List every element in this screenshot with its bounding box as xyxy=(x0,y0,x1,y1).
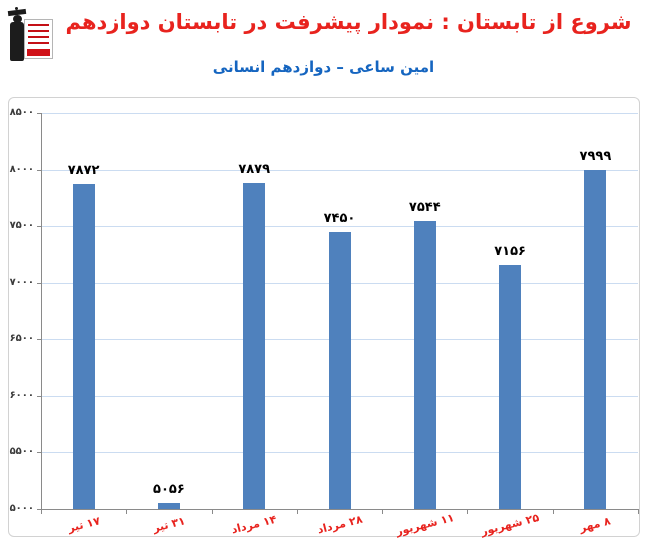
y-axis-tick xyxy=(37,339,41,341)
graduate-body-icon xyxy=(10,22,24,61)
page-subtitle: امین ساعی – دوازدهم انسانی xyxy=(212,58,435,76)
y-axis-tick xyxy=(37,282,41,284)
y-axis-label: ۵۰۰۰ xyxy=(9,503,34,514)
graduate-cap-button-icon xyxy=(15,7,18,10)
y-axis-tick xyxy=(37,509,41,510)
bar-value-label: ۷۴۵۰ xyxy=(323,210,356,226)
x-axis-tick xyxy=(211,509,213,514)
gridline xyxy=(41,226,638,228)
y-axis-tick xyxy=(37,452,41,454)
bar xyxy=(328,231,351,509)
bar-value-label: ۷۹۹۹ xyxy=(579,148,612,164)
x-axis-tick xyxy=(467,509,469,514)
x-axis-tick xyxy=(552,509,554,514)
gridline xyxy=(41,169,638,171)
x-axis-tick xyxy=(638,509,639,514)
x-axis-tick xyxy=(382,509,384,514)
y-axis-label: ۷۰۰۰ xyxy=(9,276,34,288)
y-axis-label: ۸۵۰۰ xyxy=(9,107,34,118)
bar-value-label: ۵۰۵۶ xyxy=(153,481,185,497)
logo-card xyxy=(24,19,53,59)
bar xyxy=(243,183,266,509)
x-axis-tick xyxy=(41,509,42,514)
chart-frame: ۸۵۰۰ ۸۰۰۰ ۷۵۰۰ ۷۰۰۰ ۶۵۰۰ ۶۰۰۰ ۵۵۰۰ ۵۰۰۰ ۷۸۷۲ ۱۷ ت… xyxy=(8,97,640,538)
x-axis-label: ۲۵ شهریور xyxy=(479,510,541,539)
bar xyxy=(499,265,522,509)
bar-value-label: ۷۱۵۶ xyxy=(494,244,526,260)
bar-value-label: ۷۸۷۹ xyxy=(238,162,271,178)
gridline xyxy=(41,509,638,510)
y-axis-tick xyxy=(37,169,41,171)
logo-text-lines xyxy=(28,24,49,44)
y-axis-tick xyxy=(37,113,41,114)
plot-area: ۸۵۰۰ ۸۰۰۰ ۷۵۰۰ ۷۰۰۰ ۶۵۰۰ ۶۰۰۰ ۵۵۰۰ ۵۰۰۰ ۷۸۷۲ ۱۷ ت… xyxy=(9,98,639,538)
logo xyxy=(7,6,53,64)
y-axis-label: ۷۵۰۰ xyxy=(9,220,34,232)
x-axis-label: ۳۱ تیر xyxy=(151,514,187,535)
y-axis-tick xyxy=(37,395,41,397)
x-axis-tick xyxy=(296,509,298,514)
x-axis-label: ۱۷ تیر xyxy=(66,514,102,535)
page-title: شروع از تابستان : نمودار پیشرفت در تابست… xyxy=(65,10,632,34)
y-axis-tick xyxy=(37,226,41,228)
graduate-head-icon xyxy=(13,15,22,23)
y-axis-label: ۶۵۰۰ xyxy=(9,333,34,345)
bar xyxy=(157,502,180,509)
y-axis-label: ۸۰۰۰ xyxy=(9,163,34,175)
x-axis-label: ۱۱ شهریور xyxy=(394,510,456,539)
x-axis-label: ۲۸ مرداد xyxy=(315,512,364,537)
logo-red-badge xyxy=(27,49,50,56)
x-axis-label: ۸ مهر xyxy=(578,514,613,535)
bar-value-label: ۷۵۴۴ xyxy=(408,200,441,216)
bar xyxy=(413,221,436,509)
x-axis-tick xyxy=(126,509,128,514)
y-axis-label: ۶۰۰۰ xyxy=(9,389,34,401)
bar xyxy=(584,169,607,509)
x-axis-label: ۱۴ مرداد xyxy=(230,512,279,537)
bar xyxy=(72,184,95,509)
y-axis-line xyxy=(41,113,42,509)
y-axis-label: ۵۵۰۰ xyxy=(9,446,34,458)
bar-value-label: ۷۸۷۲ xyxy=(67,163,100,179)
gridline xyxy=(41,113,638,114)
